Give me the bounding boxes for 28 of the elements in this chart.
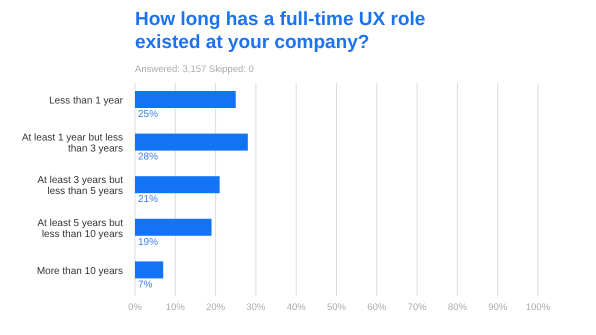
y-tick-label: At least 3 years but less than 5 years [37,175,124,198]
y-tick-label: At least 1 year but less than 3 years [22,132,123,155]
x-tick-label: 20% [206,302,226,313]
bar [135,134,248,151]
x-tick-label: 90% [488,302,508,313]
data-label: 25% [138,109,158,120]
bar [135,218,212,236]
chart-title: How long has a full-time UX role existed at your company? [135,9,426,53]
y-tick-label: Less than 1 year [49,96,124,106]
data-label: 7% [138,279,153,290]
x-tick-label: 50% [326,302,347,313]
x-tick-label: 100% [526,302,551,313]
x-tick-label: 40% [286,302,306,313]
y-tick-label: More than 10 years [36,266,123,277]
bar [135,91,236,108]
data-label: 28% [138,152,158,163]
x-tick-label: 0% [128,302,142,313]
data-label: 19% [138,236,158,248]
x-tick-label: 30% [246,302,266,313]
data-label: 21% [138,194,158,206]
bar [135,261,164,278]
x-tick-label: 80% [448,302,468,313]
bar [135,176,220,194]
y-tick-label: At least 5 years but less than 10 years [37,218,124,240]
x-tick-label: 60% [367,302,387,313]
x-tick-label: 70% [408,302,428,313]
chart-subtitle: Answered: 3,157 Skipped: 0 [135,64,254,75]
x-tick-label: 10% [166,302,186,313]
